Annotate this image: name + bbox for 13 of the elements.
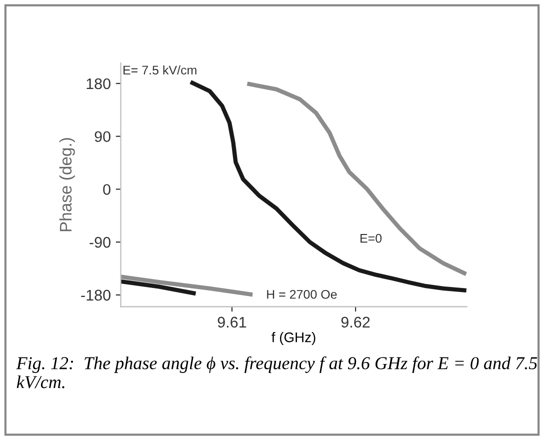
y-tick-label: -180: [81, 290, 110, 301]
y-tick-label: 0: [103, 184, 110, 195]
x-axis-title: f (GHz): [272, 332, 316, 345]
y-tick-label: -90: [90, 236, 110, 248]
annotation: E= 7.5 kV/cm: [124, 65, 196, 75]
x-tick-label: 9.61: [218, 316, 246, 328]
y-axis-title: Phase (deg.): [59, 138, 75, 232]
annotation: H = 2700 Oe: [267, 290, 337, 299]
annotation: E=0: [360, 234, 382, 243]
caption: Fig. 12: The phase angle ϕ vs. frequency f at 9.6 GHz for E = 0 and 7.5 kV/cm.: [16, 356, 538, 388]
x-tick-label: 9.62: [341, 316, 370, 328]
y-tick-label: 90: [94, 131, 110, 142]
y-tick-label: 180: [86, 78, 110, 90]
